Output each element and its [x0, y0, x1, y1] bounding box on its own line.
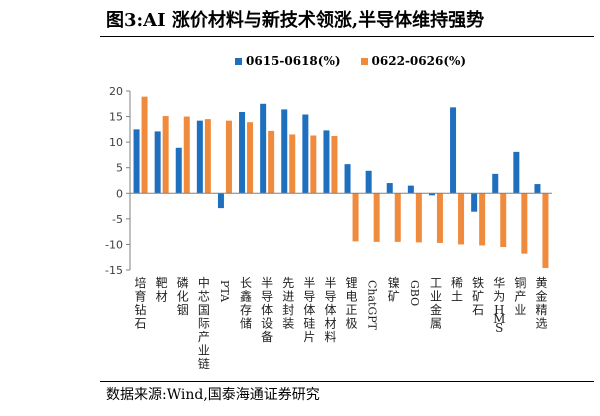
bar-series-1: [133, 129, 140, 194]
y-tick-label: -5: [112, 213, 123, 226]
x-tick-label: 锂电正极: [346, 275, 358, 331]
bar-series-1: [323, 130, 330, 194]
bar-series-2: [394, 193, 401, 242]
bar-series-2: [162, 116, 169, 194]
x-tick-label: PTA: [218, 280, 231, 303]
figure-title: 图3:AI 涨价材料与新技术领涨,半导体维持强势: [106, 10, 485, 31]
x-tick-label: 铜产业: [514, 275, 526, 317]
y-tick-label: 15: [109, 111, 123, 124]
bar-series-1: [239, 111, 246, 194]
x-tick-label: GBO: [408, 280, 421, 306]
bar-series-2: [458, 193, 465, 245]
x-tick-label: 磷化铟: [177, 275, 189, 317]
bar-series-1: [154, 131, 161, 194]
bar-series-1: [534, 184, 541, 194]
x-tick-label: ChatGPT: [366, 280, 379, 331]
y-tick-label: -15: [105, 264, 123, 277]
legend-label-series-1: 0615-0618(%): [246, 54, 341, 68]
bar-series-1: [513, 151, 520, 194]
x-tick-label: 黄金精选: [535, 276, 547, 331]
bar-series-1: [344, 164, 351, 194]
bar-series-2: [331, 136, 338, 194]
bar-series-1: [302, 114, 309, 194]
x-tick-label: 铁矿石: [472, 276, 484, 317]
x-tick-label: 工业金属: [430, 276, 442, 331]
y-tick-label: 20: [109, 85, 123, 98]
bar-series-1: [471, 193, 478, 212]
legend-swatch-series-1: [235, 57, 242, 65]
chart-legend: 0615-0618(%) 0622-0626(%): [235, 54, 466, 68]
bar-series-2: [225, 120, 232, 194]
bar-series-2: [521, 193, 528, 254]
x-tick-label: 华为 H M S: [493, 276, 505, 335]
bar-series-1: [196, 120, 203, 194]
source-note: 数据来源:Wind,国泰海通证券研究: [106, 387, 320, 403]
bar-series-1: [386, 183, 393, 194]
bar-series-2: [352, 193, 359, 242]
bar-series-2: [204, 119, 211, 194]
title-rule: [100, 36, 594, 37]
bar-series-2: [289, 134, 296, 194]
bar-series-1: [281, 109, 288, 194]
bar-series-2: [247, 122, 254, 194]
bar-series-2: [436, 193, 443, 243]
x-tick-label: 半导体材料: [324, 276, 336, 344]
x-tick-label: 长鑫存储: [240, 276, 252, 331]
x-tick-label: 半导体设备: [261, 276, 273, 344]
bar-series-2: [141, 96, 148, 194]
bar-series-2: [415, 193, 422, 243]
legend-item-series-2: 0622-0626(%): [360, 54, 467, 68]
y-tick-label: 10: [109, 136, 123, 149]
bar-series-2: [500, 193, 507, 247]
bar-series-1: [492, 173, 499, 194]
x-tick-label: 半导体硅片: [303, 276, 315, 344]
bar-series-1: [365, 170, 372, 194]
bar-series-1: [260, 103, 267, 194]
source-rule: [100, 381, 594, 382]
bar-series-1: [175, 147, 182, 194]
y-tick-label: -10: [105, 238, 123, 251]
bar-series-1: [407, 185, 414, 194]
x-tick-label: 中芯国际产业链: [198, 275, 210, 371]
bar-series-2: [373, 193, 380, 242]
legend-swatch-series-2: [360, 57, 368, 65]
bar-series-2: [183, 116, 190, 194]
legend-item-series-1: 0615-0618(%): [235, 54, 341, 68]
bar-series-1: [450, 107, 457, 194]
bar-series-1: [428, 193, 435, 196]
bar-series-1: [217, 193, 224, 209]
x-tick-label: 先进封装: [282, 276, 294, 331]
bar-series-2: [479, 193, 486, 246]
x-tick-label: 稀土: [451, 276, 463, 304]
bar-series-2: [268, 130, 275, 194]
x-tick-label: 镍矿: [388, 276, 400, 304]
y-tick-label: 0: [116, 187, 123, 200]
x-tick-label: 培育钻石: [135, 275, 147, 331]
legend-label-series-2: 0622-0626(%): [371, 54, 467, 68]
x-tick-label: 靶材: [156, 276, 168, 304]
y-tick-label: 5: [116, 162, 123, 175]
bar-series-2: [542, 193, 549, 268]
bar-series-2: [310, 135, 317, 194]
